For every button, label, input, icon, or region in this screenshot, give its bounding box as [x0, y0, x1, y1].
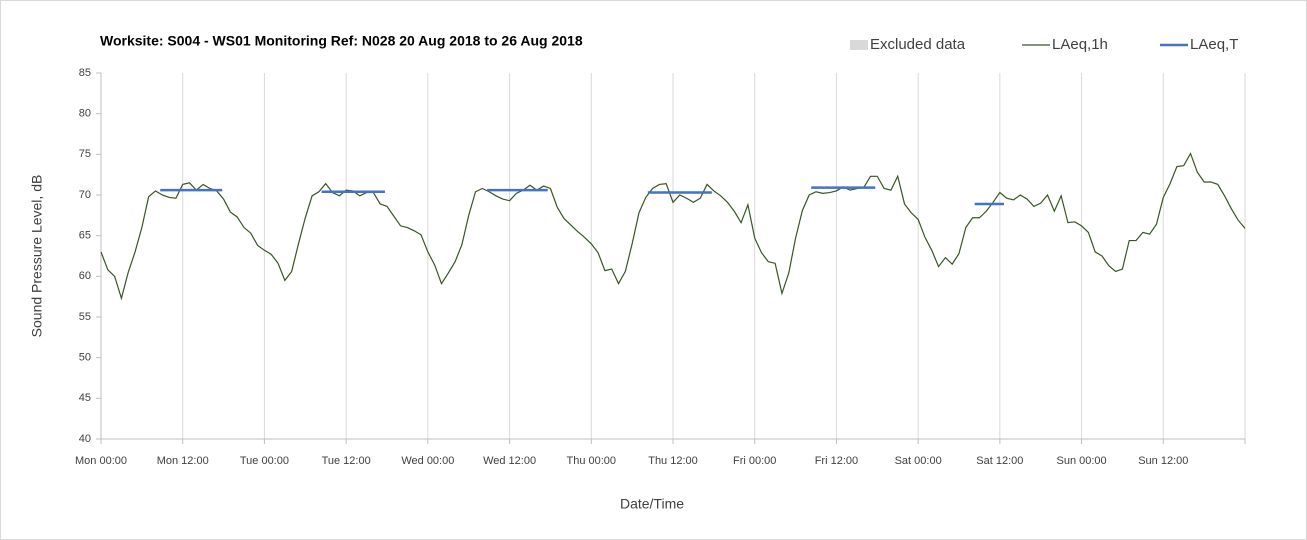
y-tick-label: 55 — [79, 311, 91, 323]
x-tick-label: Sun 00:00 — [1056, 455, 1106, 467]
x-tick-label: Fri 00:00 — [733, 455, 776, 467]
series-line — [160, 186, 1004, 206]
y-tick-label: 70 — [79, 189, 91, 201]
chart-title: Worksite: S004 - WS01 Monitoring Ref: N0… — [100, 33, 583, 49]
x-tick-label: Fri 12:00 — [815, 455, 858, 467]
y-tick-label: 40 — [79, 433, 91, 445]
y-tick-label: 45 — [79, 392, 91, 404]
legend-swatch — [850, 40, 868, 50]
x-tick-label: Sat 00:00 — [895, 455, 942, 467]
legend-label: Excluded data — [870, 36, 966, 53]
x-tick-label: Wed 12:00 — [483, 455, 536, 467]
x-tick-label: Wed 00:00 — [401, 455, 454, 467]
legend-label: LAeq,T — [1190, 36, 1238, 53]
x-tick-label: Tue 12:00 — [322, 455, 371, 467]
x-tick-label: Thu 00:00 — [567, 455, 617, 467]
x-tick-label: Mon 12:00 — [157, 455, 209, 467]
y-tick-label: 60 — [79, 270, 91, 282]
y-tick-label: 65 — [79, 230, 91, 242]
y-axis-label: Sound Pressure Level, dB — [29, 175, 45, 338]
y-tick-label: 50 — [79, 352, 91, 364]
x-tick-label: Sat 12:00 — [976, 455, 1023, 467]
x-tick-label: Thu 12:00 — [648, 455, 698, 467]
x-tick-label: Tue 00:00 — [240, 455, 289, 467]
x-axis-label: Date/Time — [620, 496, 684, 512]
x-tick-label: Mon 00:00 — [75, 455, 127, 467]
y-tick-label: 75 — [79, 148, 91, 160]
y-tick-label: 80 — [79, 108, 91, 120]
series-line — [100, 152, 1246, 301]
legend-label: LAeq,1h — [1052, 36, 1108, 53]
y-tick-label: 85 — [79, 67, 91, 79]
x-tick-label: Sun 12:00 — [1138, 455, 1188, 467]
